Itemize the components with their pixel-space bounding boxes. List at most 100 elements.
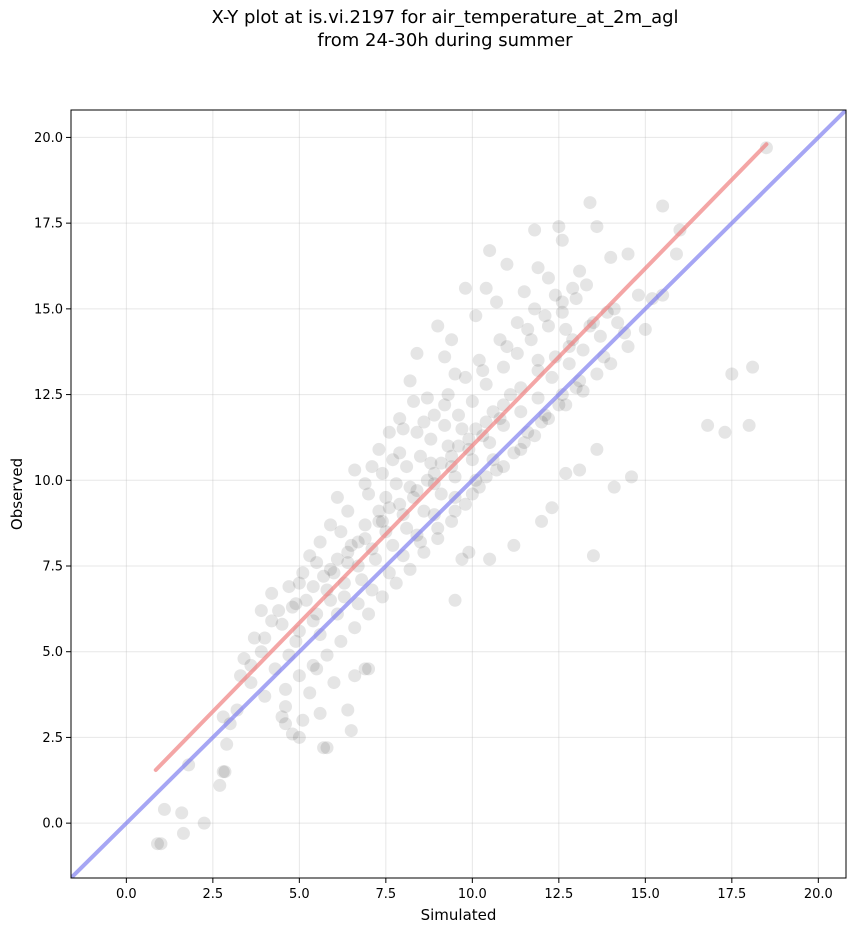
- data-point: [176, 826, 190, 840]
- data-point: [472, 480, 486, 494]
- data-point: [431, 532, 445, 546]
- data-point: [469, 309, 483, 323]
- data-point: [420, 473, 434, 487]
- data-point: [541, 412, 555, 426]
- data-point: [645, 292, 659, 306]
- data-point: [528, 429, 542, 443]
- x-tick-label: 20.0: [804, 887, 833, 902]
- data-point: [483, 436, 497, 450]
- data-point: [718, 425, 732, 439]
- data-point: [310, 662, 324, 676]
- data-point: [420, 391, 434, 405]
- data-point: [375, 466, 389, 480]
- data-point: [593, 329, 607, 343]
- data-point: [434, 456, 448, 470]
- data-point: [555, 305, 569, 319]
- data-point: [535, 415, 549, 429]
- data-point: [410, 346, 424, 360]
- data-point: [275, 617, 289, 631]
- data-point: [296, 713, 310, 727]
- data-point: [566, 333, 580, 347]
- data-point: [656, 199, 670, 213]
- data-point: [289, 634, 303, 648]
- data-point: [486, 405, 500, 419]
- data-point: [438, 350, 452, 364]
- data-point: [631, 288, 645, 302]
- grid: [71, 110, 846, 878]
- data-point: [223, 717, 237, 731]
- data-point: [403, 374, 417, 388]
- data-point: [552, 398, 566, 412]
- data-point: [569, 381, 583, 395]
- data-point: [365, 583, 379, 597]
- fit-line: [153, 142, 769, 772]
- data-point: [355, 573, 369, 587]
- data-point: [279, 682, 293, 696]
- data-point: [465, 453, 479, 467]
- data-point: [669, 247, 683, 261]
- data-point: [379, 490, 393, 504]
- plot-frame: [70, 109, 847, 879]
- data-point: [237, 652, 251, 666]
- data-point: [292, 576, 306, 590]
- data-point: [254, 604, 268, 618]
- data-point: [341, 545, 355, 559]
- y-tick-label: 15.0: [34, 302, 63, 317]
- data-point: [559, 322, 573, 336]
- data-point: [507, 446, 521, 460]
- data-point: [580, 278, 594, 292]
- data-point: [469, 422, 483, 436]
- data-point: [458, 370, 472, 384]
- data-point: [559, 466, 573, 480]
- data-point: [514, 442, 528, 456]
- data-point: [541, 319, 555, 333]
- data-point: [455, 422, 469, 436]
- data-point: [624, 470, 638, 484]
- data-point: [742, 418, 756, 432]
- data-point: [282, 580, 296, 594]
- identity-line: [71, 110, 846, 878]
- data-point: [292, 730, 306, 744]
- reference-lines: [71, 110, 846, 878]
- y-tick-label: 17.5: [34, 217, 63, 232]
- data-point: [216, 765, 230, 779]
- data-point: [590, 220, 604, 234]
- data-point: [746, 360, 760, 374]
- x-tick-label: 12.5: [544, 887, 573, 902]
- data-point: [375, 590, 389, 604]
- data-point: [455, 552, 469, 566]
- data-point: [434, 487, 448, 501]
- data-point: [590, 367, 604, 381]
- data-point: [427, 508, 441, 522]
- data-point: [576, 384, 590, 398]
- data-point: [452, 408, 465, 422]
- data-point: [545, 501, 559, 515]
- data-point: [258, 689, 272, 703]
- data-point: [258, 631, 272, 645]
- data-point: [448, 504, 462, 518]
- data-point: [306, 614, 320, 628]
- data-point: [197, 816, 211, 830]
- data-point: [638, 322, 652, 336]
- data-point: [285, 727, 299, 741]
- data-point: [351, 597, 365, 611]
- data-point: [296, 566, 310, 580]
- data-point: [607, 480, 621, 494]
- data-point: [351, 535, 365, 549]
- data-point: [458, 281, 472, 295]
- data-point: [524, 333, 538, 347]
- data-point: [555, 233, 569, 247]
- data-point: [362, 662, 376, 676]
- data-point: [393, 446, 407, 460]
- data-point: [230, 703, 244, 717]
- data-point: [327, 676, 341, 690]
- data-point: [154, 837, 168, 851]
- data-point: [479, 377, 493, 391]
- data-point: [348, 669, 362, 683]
- data-point: [445, 333, 459, 347]
- data-point: [517, 436, 531, 450]
- data-point: [552, 220, 566, 234]
- data-point: [358, 477, 372, 491]
- data-point: [386, 453, 400, 467]
